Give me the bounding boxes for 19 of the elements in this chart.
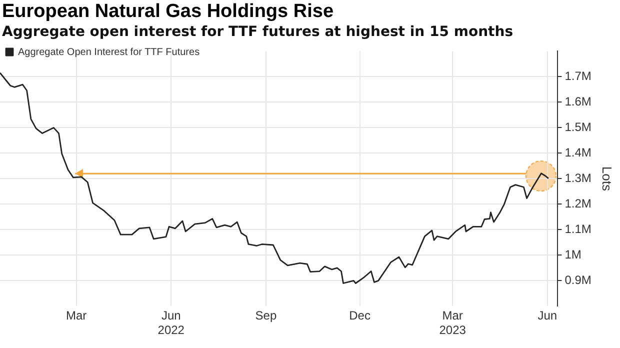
y-tick-label: 1M: [564, 248, 582, 262]
x-tick-label: Sep: [255, 308, 277, 323]
chart-title: European Natural Gas Holdings Rise: [1, 0, 335, 23]
y-tick-label: 1.2M: [564, 196, 592, 211]
y-tick-label: 1.6M: [564, 94, 592, 109]
y-tick-label: 1.4M: [564, 146, 592, 160]
y-tick-label: 1.3M: [564, 171, 592, 186]
x-tick-label: Mar: [66, 308, 87, 323]
y-tick-label: 0.9M: [564, 273, 592, 288]
y-tick-label: 1.1M: [564, 222, 592, 236]
y-tick-label: 1.5M: [564, 120, 592, 134]
y-tick-label: 1.7M: [564, 69, 592, 84]
x-tick-label: Mar 2023: [439, 308, 466, 338]
x-tick-label: Jun: [538, 308, 558, 323]
y-axis-title: Lots: [600, 166, 615, 192]
chart-subtitle: Aggregate open interest for TTF futures at highest in 15 months: [1, 23, 514, 41]
x-tick-label: Dec: [349, 308, 370, 323]
x-tick-label: Jun 2022: [158, 308, 185, 338]
legend-label: Aggregate Open Interest for TTF Futures: [18, 46, 200, 58]
